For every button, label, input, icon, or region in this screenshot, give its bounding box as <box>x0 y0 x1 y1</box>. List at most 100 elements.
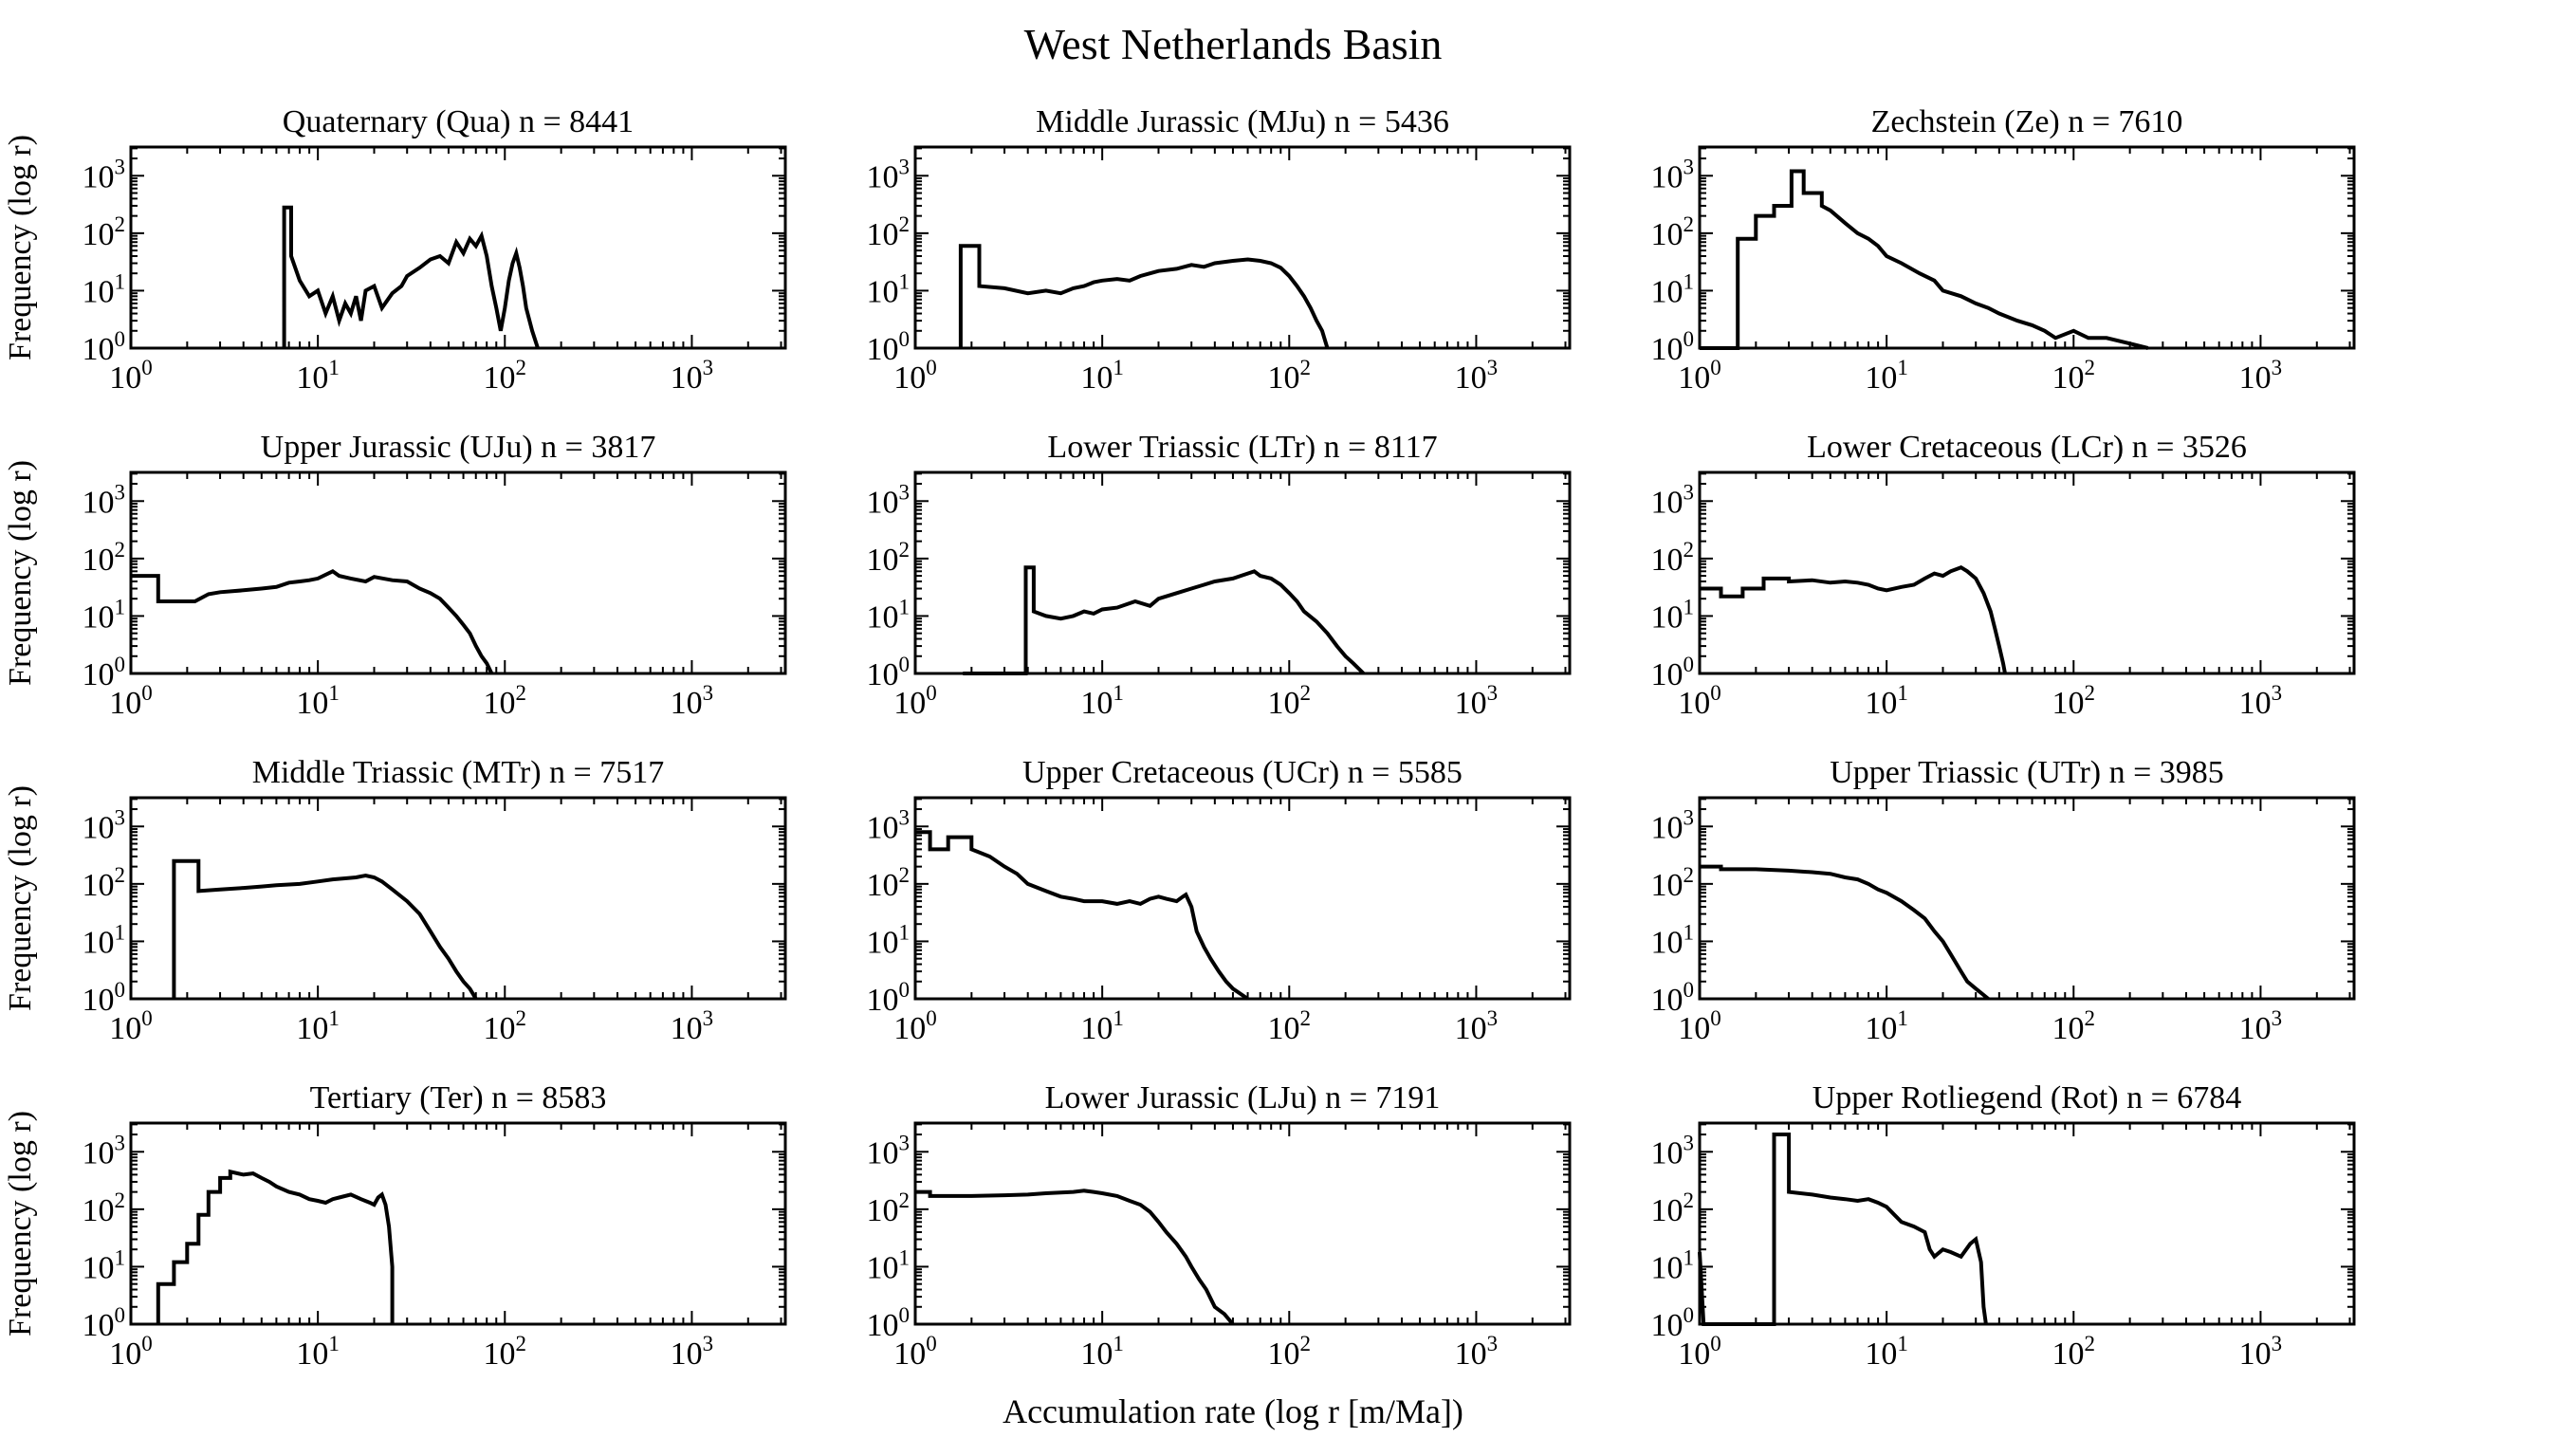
figure-title: West Netherlands Basin <box>1024 20 1443 68</box>
x-tick-label: 101 <box>296 681 340 721</box>
subplot-8: Lower Jurassic (LJu) n = 7191 100 101 102 10… <box>867 1080 1572 1372</box>
x-tick-label: 100 <box>1678 1006 1721 1046</box>
histogram-series <box>1700 864 1990 1001</box>
x-tick-label: 102 <box>1268 1332 1312 1372</box>
y-tick-label: 100 <box>867 978 911 1018</box>
plot-frame <box>129 470 787 675</box>
x-tick-label: 103 <box>1455 1332 1499 1372</box>
y-tick-label: 101 <box>867 269 911 309</box>
y-tick-label: 100 <box>867 1303 911 1343</box>
x-tick-label: 103 <box>2239 1006 2283 1046</box>
y-tick-label: 103 <box>83 805 126 845</box>
histogram-series <box>156 1169 395 1324</box>
x-tick-label: 101 <box>1865 1006 1908 1046</box>
x-tick-label: 100 <box>893 1332 937 1372</box>
subplot-grid: Quaternary (Qua) n = 8441 Frequency (log … <box>3 104 2356 1372</box>
y-tick-label: 101 <box>1651 1245 1695 1285</box>
x-tick-label: 102 <box>484 1332 527 1372</box>
y-tick-label: 101 <box>1651 920 1695 960</box>
subplot-4: Tertiary (Ter) n = 8583 Frequency (log r)… <box>3 1080 787 1372</box>
plot-frame <box>913 145 1572 350</box>
subplot-title: Upper Jurassic (UJu) n = 3817 <box>261 430 656 465</box>
x-tick-label: 103 <box>2239 681 2283 721</box>
x-tick-label: 103 <box>1455 356 1499 396</box>
x-tick-label: 100 <box>109 356 153 396</box>
histogram-series <box>282 205 540 349</box>
histogram-series <box>1700 564 2007 674</box>
x-tick-label: 101 <box>1080 356 1124 396</box>
plot-frame <box>913 470 1572 675</box>
axis-ticks <box>130 472 785 674</box>
x-tick-label: 101 <box>1080 681 1124 721</box>
y-tick-label: 100 <box>1651 653 1695 692</box>
subplot-3: Middle Triassic (MTr) n = 7517 Frequency … <box>3 755 787 1046</box>
y-tick-label: 102 <box>1651 863 1695 903</box>
y-tick-label: 101 <box>1651 269 1695 309</box>
axis-ticks <box>1699 472 2354 674</box>
y-tick-label: 100 <box>83 1303 126 1343</box>
x-tick-label: 100 <box>893 681 937 721</box>
x-tick-label: 103 <box>671 356 714 396</box>
x-tick-label: 103 <box>671 681 714 721</box>
y-axis-label: Frequency (log r) <box>3 460 38 686</box>
subplot-title: Lower Triassic (LTr) n = 8117 <box>1047 430 1437 465</box>
y-tick-label: 101 <box>867 1245 911 1285</box>
plot-frame <box>913 1121 1572 1326</box>
plot-frame <box>129 1121 787 1326</box>
axis-ticks <box>914 1123 1570 1325</box>
y-tick-label: 103 <box>867 805 911 845</box>
y-tick-label: 101 <box>83 595 126 635</box>
x-tick-label: 103 <box>671 1006 714 1046</box>
subplot-title: Middle Triassic (MTr) n = 7517 <box>252 755 664 790</box>
y-tick-label: 101 <box>83 269 126 309</box>
y-tick-label: 103 <box>1651 1131 1695 1170</box>
y-tick-label: 103 <box>1651 805 1695 845</box>
plot-frame <box>129 145 787 350</box>
x-tick-label: 103 <box>2239 1332 2283 1372</box>
axis-ticks <box>1699 798 2354 1000</box>
y-tick-label: 103 <box>867 155 911 194</box>
x-tick-label: 102 <box>1268 356 1312 396</box>
y-tick-label: 101 <box>83 920 126 960</box>
x-tick-label: 100 <box>1678 356 1721 396</box>
y-tick-label: 101 <box>867 920 911 960</box>
subplot-title: Lower Jurassic (LJu) n = 7191 <box>1045 1080 1441 1115</box>
y-tick-label: 102 <box>867 538 911 578</box>
y-tick-label: 103 <box>83 155 126 194</box>
x-tick-label: 102 <box>2052 1332 2096 1372</box>
x-tick-label: 102 <box>2052 1006 2096 1046</box>
subplot-10: Lower Cretaceous (LCr) n = 3526 100 101 102… <box>1651 430 2356 721</box>
x-tick-label: 100 <box>109 681 153 721</box>
x-tick-label: 101 <box>1865 356 1908 396</box>
subplot-12: Upper Rotliegend (Rot) n = 6784 100 101 102… <box>1651 1080 2356 1372</box>
plot-frame <box>1698 796 2356 1001</box>
x-tick-label: 101 <box>1865 1332 1908 1372</box>
y-tick-label: 103 <box>867 1131 911 1170</box>
y-tick-label: 102 <box>1651 538 1695 578</box>
subplot-5: Middle Jurassic (MJu) n = 5436 100 101 102 1… <box>867 104 1572 396</box>
y-tick-label: 102 <box>1651 212 1695 252</box>
y-tick-label: 100 <box>1651 978 1695 1018</box>
y-axis-label: Frequency (log r) <box>3 785 38 1011</box>
subplot-title: Upper Cretaceous (UCr) n = 5585 <box>1022 755 1463 790</box>
subplot-title: Lower Cretaceous (LCr) n = 3526 <box>1807 430 2247 465</box>
x-tick-label: 100 <box>1678 681 1721 721</box>
histogram-series <box>915 830 1249 1001</box>
y-tick-label: 101 <box>867 595 911 635</box>
axis-ticks <box>914 147 1570 349</box>
y-tick-label: 102 <box>867 212 911 252</box>
y-axis-label: Frequency (log r) <box>3 135 38 360</box>
axis-ticks <box>914 472 1570 674</box>
histogram-series <box>963 565 1366 675</box>
x-tick-label: 101 <box>1865 681 1908 721</box>
y-tick-label: 100 <box>83 327 126 367</box>
subplot-title: Upper Rotliegend (Rot) n = 6784 <box>1812 1080 2242 1115</box>
x-tick-label: 103 <box>2239 356 2283 396</box>
y-tick-label: 100 <box>83 978 126 1018</box>
x-tick-label: 102 <box>484 356 527 396</box>
y-tick-label: 101 <box>1651 595 1695 635</box>
subplot-2: Upper Jurassic (UJu) n = 3817 Frequency (… <box>3 430 787 721</box>
x-tick-label: 101 <box>296 1332 340 1372</box>
x-tick-label: 100 <box>893 356 937 396</box>
